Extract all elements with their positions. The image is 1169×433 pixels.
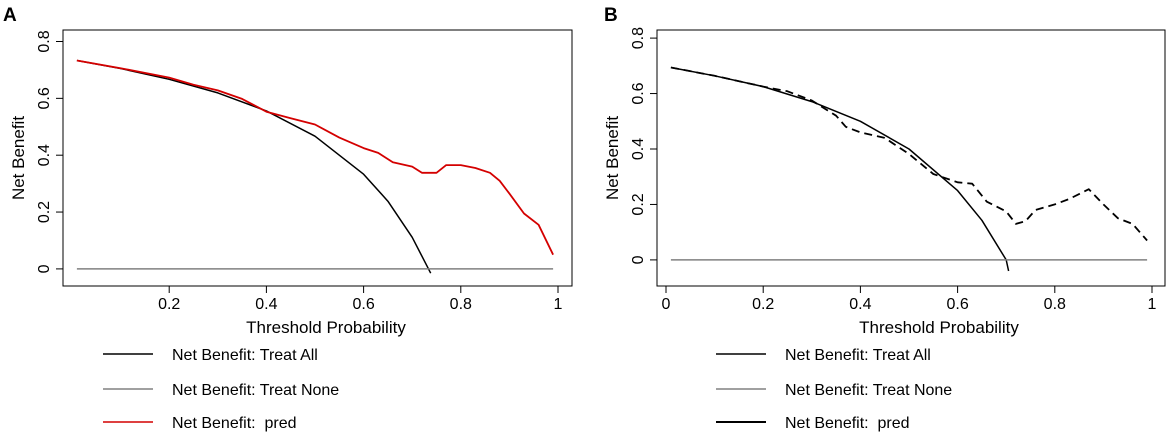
panel-a: A Threshold Probability Net Benefit 0.2 0… xyxy=(3,5,573,432)
panel-b-x-tick-label: 0.4 xyxy=(849,296,871,313)
panel-b-pred-line xyxy=(670,66,1148,242)
panel-a-label: A xyxy=(3,5,17,26)
panel-a-x-tick-label: 1 xyxy=(554,296,563,313)
panel-b-legend: Net Benefit: Treat All Net Benefit: Trea… xyxy=(716,347,952,432)
panel-a-y-tick-label: 0.4 xyxy=(36,144,53,166)
panel-b-y-tick-label: 0.8 xyxy=(630,27,647,49)
panel-a-x-tick-label: 0.2 xyxy=(158,296,180,313)
panel-b-legend-pred-label: Net Benefit: pred xyxy=(785,415,910,432)
panel-b-y-tick-label: 0 xyxy=(630,255,647,264)
panel-a-y-axis-title: Net Benefit xyxy=(9,116,28,200)
panel-b-y-axis-title: Net Benefit xyxy=(603,116,622,200)
panel-b-treat-all-line xyxy=(670,66,1010,272)
panel-b-legend-treat-all-label: Net Benefit: Treat All xyxy=(785,347,931,364)
panel-b-x-tick-label: 0.6 xyxy=(946,296,968,313)
panel-a-legend-treat-all-label: Net Benefit: Treat All xyxy=(172,347,318,364)
panel-b: B Threshold Probability Net Benefit 0 0.2… xyxy=(603,5,1166,432)
panel-a-pred-line xyxy=(76,59,554,256)
panel-a-x-tick-label: 0.8 xyxy=(450,296,472,313)
panel-b-label: B xyxy=(604,5,618,26)
panel-b-x-tick-label: 0.2 xyxy=(752,296,774,313)
panel-b-plot-frame xyxy=(656,29,1166,287)
panel-b-x-tick-label: 0 xyxy=(662,296,671,313)
panel-b-y-tick-label: 0.6 xyxy=(630,82,647,104)
panel-a-legend: Net Benefit: Treat All Net Benefit: Trea… xyxy=(103,347,339,432)
panel-a-y-tick-label: 0.2 xyxy=(36,201,53,223)
panel-a-plot-frame xyxy=(62,29,573,287)
panel-b-y-tick-label: 0.4 xyxy=(630,138,647,160)
panel-b-x-tick-label: 1 xyxy=(1148,296,1157,313)
panel-a-legend-treat-none-label: Net Benefit: Treat None xyxy=(172,382,339,399)
panel-a-x-tick-label: 0.6 xyxy=(352,296,374,313)
panel-b-legend-treat-none-label: Net Benefit: Treat None xyxy=(785,382,952,399)
panel-a-treat-all-line xyxy=(76,59,432,274)
panel-a-x-tick-label: 0.4 xyxy=(255,296,277,313)
panel-b-x-tick-label: 0.8 xyxy=(1044,296,1066,313)
panel-a-x-axis-title: Threshold Probability xyxy=(246,318,406,337)
panel-a-y-tick-label: 0.6 xyxy=(36,87,53,109)
panel-a-y-tick-label: 0.8 xyxy=(36,30,53,52)
panel-a-y-tick-label: 0 xyxy=(36,264,53,273)
panel-a-legend-pred-label: Net Benefit: pred xyxy=(172,415,297,432)
panel-b-y-tick-label: 0.2 xyxy=(630,193,647,215)
panel-b-x-axis-title: Threshold Probability xyxy=(859,318,1019,337)
